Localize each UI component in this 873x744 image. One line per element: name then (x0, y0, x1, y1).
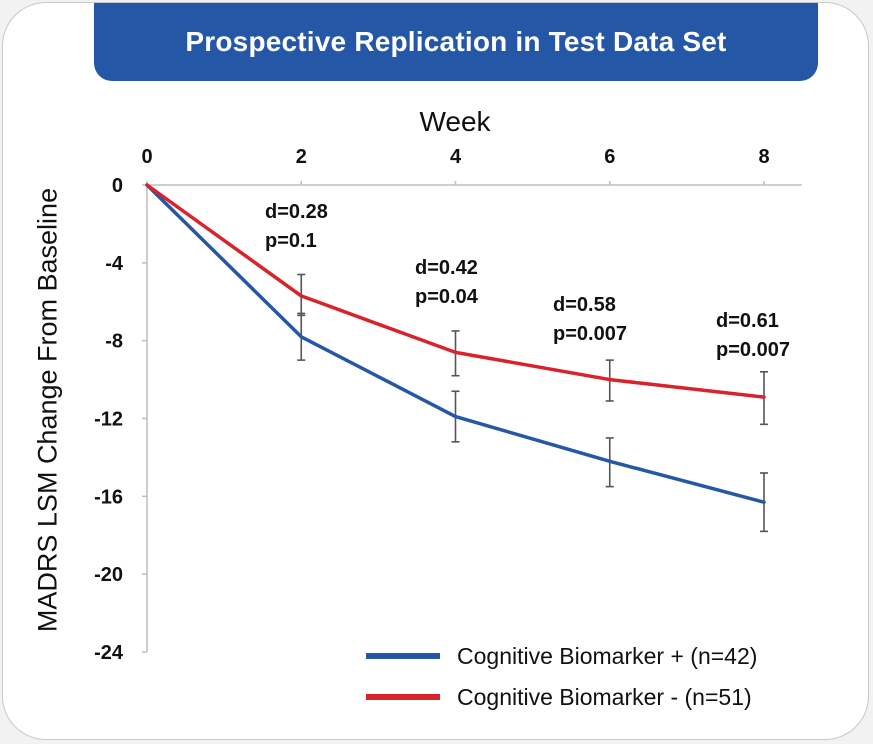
annotations: d=0.28 p=0.1 d=0.42 p=0.04 d=0.58 p=0.007 d=0.… (265, 201, 790, 361)
axes: Week 0 2 4 6 8 0 -4 -8 -12 -16 -20 -24 (94, 106, 802, 664)
annotation-d-value: d=0.28 (265, 201, 328, 223)
y-tick-label: -16 (94, 486, 123, 508)
title-banner: Prospective Replication in Test Data Set (94, 3, 818, 81)
series-line-biomarker-negative (145, 183, 766, 399)
legend-label: Cognitive Biomarker + (n=42) (457, 643, 757, 669)
y-tick-label: -8 (105, 331, 123, 353)
x-tick-label: 4 (450, 146, 462, 168)
annotation-d-value: d=0.58 (553, 294, 616, 316)
x-axis-label: Week (419, 106, 491, 137)
y-tick-label: 0 (112, 175, 123, 197)
y-tick-label: -20 (94, 564, 123, 586)
error-bars (297, 273, 768, 533)
y-tick-label: -12 (94, 409, 123, 431)
annotation-p-value: p=0.1 (265, 230, 317, 252)
annotation-p-value: p=0.007 (716, 339, 790, 361)
annotation-d-value: d=0.61 (716, 310, 779, 332)
annotation-d-value: d=0.42 (415, 257, 478, 279)
legend-label: Cognitive Biomarker - (n=51) (457, 684, 752, 710)
y-tick-label: -24 (94, 642, 124, 664)
series-lines (145, 183, 766, 504)
y-tick-label: -4 (105, 253, 124, 275)
legend: Cognitive Biomarker + (n=42) Cognitive Bi… (366, 643, 757, 710)
x-tick-label: 8 (758, 146, 769, 168)
x-tick-label: 0 (141, 146, 152, 168)
series-line-biomarker-positive (145, 183, 766, 504)
x-tick-label: 2 (296, 146, 307, 168)
chart-title: Prospective Replication in Test Data Set (185, 26, 727, 57)
x-tick-label: 6 (604, 146, 615, 168)
annotation-p-value: p=0.007 (553, 323, 627, 345)
annotation-p-value: p=0.04 (415, 286, 479, 308)
